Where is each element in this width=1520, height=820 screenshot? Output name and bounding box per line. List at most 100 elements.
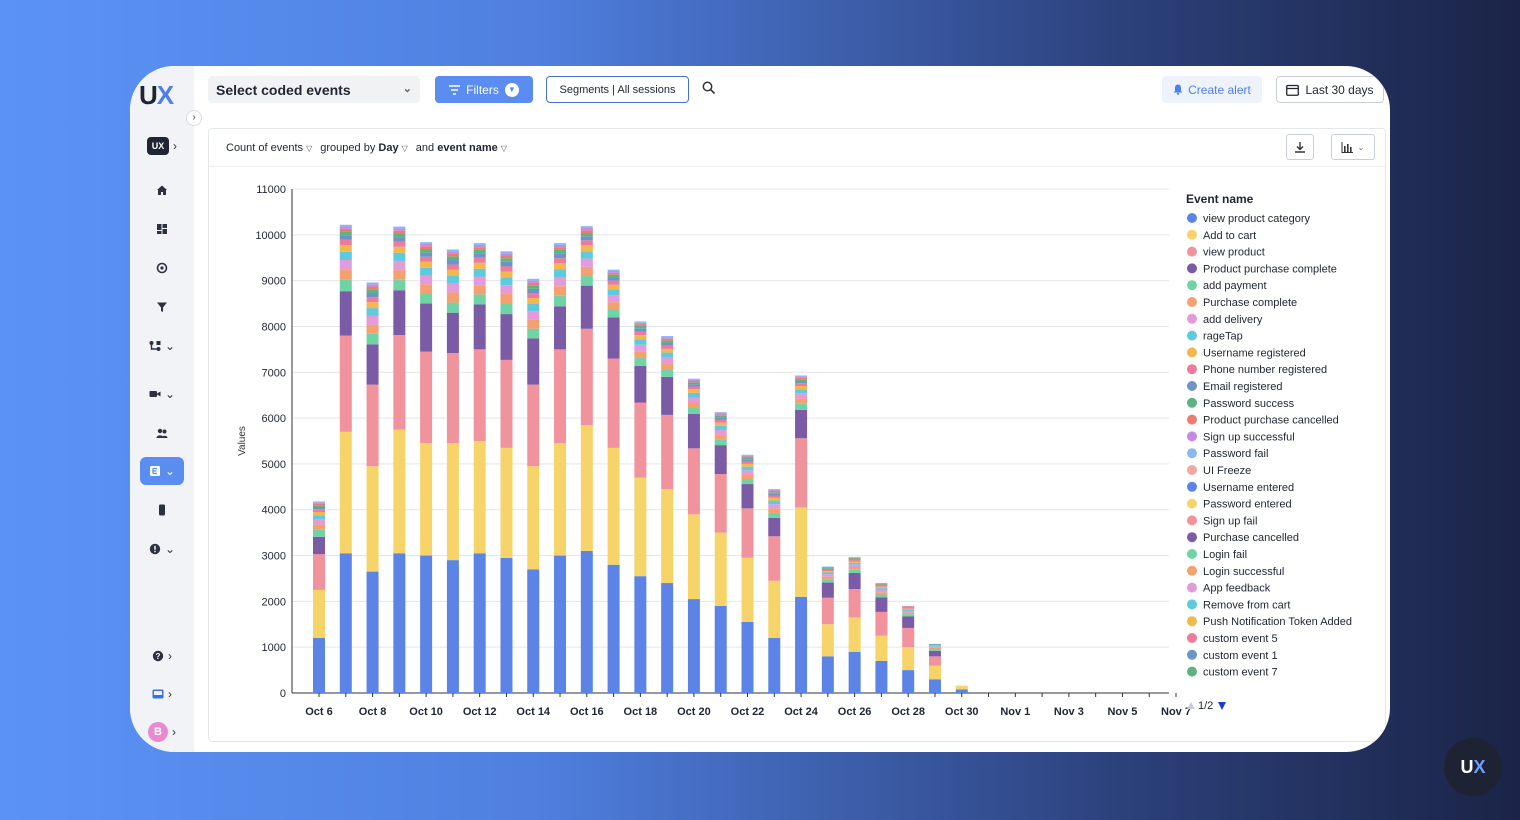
bar-segment[interactable] — [446, 560, 459, 693]
bar-segment[interactable] — [473, 249, 486, 254]
bar-segment[interactable] — [366, 297, 379, 303]
sidebar-item-flows[interactable]: ⌄ — [140, 332, 184, 360]
bar-segment[interactable] — [661, 583, 674, 693]
bar-segment[interactable] — [554, 243, 567, 245]
bar-segment[interactable] — [554, 253, 567, 259]
bar-segment[interactable] — [661, 357, 674, 364]
bar-segment[interactable] — [473, 285, 486, 295]
bar-segment[interactable] — [795, 375, 808, 377]
bar-segment[interactable] — [687, 397, 700, 403]
bar-segment[interactable] — [473, 441, 486, 554]
bar-segment[interactable] — [848, 569, 861, 573]
bar-segment[interactable] — [795, 596, 808, 693]
bar-segment[interactable] — [687, 413, 700, 449]
bar-segment[interactable] — [634, 365, 647, 403]
bar-segment[interactable] — [821, 567, 834, 569]
sidebar-item-help[interactable]: ? › — [140, 642, 184, 670]
bar-segment[interactable] — [580, 227, 593, 231]
bar-segment[interactable] — [661, 352, 674, 358]
bar-segment[interactable] — [339, 231, 352, 236]
bar-segment[interactable] — [875, 592, 888, 595]
bar-segment[interactable] — [795, 383, 808, 387]
bar-segment[interactable] — [313, 503, 325, 506]
bar-segment[interactable] — [741, 455, 754, 457]
bar-segment[interactable] — [821, 571, 834, 573]
bar-segment[interactable] — [928, 645, 941, 647]
bar-segment[interactable] — [473, 253, 486, 258]
bar-segment[interactable] — [741, 454, 754, 456]
legend-item[interactable]: add delivery — [1203, 314, 1263, 326]
bar-segment[interactable] — [527, 338, 540, 385]
bar-segment[interactable] — [795, 438, 808, 508]
legend-item[interactable]: Add to cart — [1203, 230, 1256, 242]
bar-segment[interactable] — [446, 264, 459, 270]
bar-segment[interactable] — [313, 524, 325, 530]
bar-segment[interactable] — [527, 282, 540, 286]
bar-segment[interactable] — [500, 253, 513, 256]
create-alert-button[interactable]: Create alert — [1162, 76, 1262, 103]
bar-segment[interactable] — [795, 376, 808, 378]
bar-segment[interactable] — [393, 237, 406, 242]
sidebar-item-issues[interactable]: ⌄ — [140, 535, 184, 563]
group-by-select[interactable]: grouped by Day ▽ — [320, 142, 408, 154]
bar-segment[interactable] — [339, 228, 352, 232]
bar-segment[interactable] — [527, 293, 540, 299]
bar-segment[interactable] — [875, 594, 888, 598]
bar-segment[interactable] — [687, 402, 700, 409]
bar-segment[interactable] — [768, 508, 781, 513]
bar-segment[interactable] — [928, 644, 941, 645]
bar-segment[interactable] — [420, 555, 433, 693]
bar-segment[interactable] — [366, 286, 379, 290]
bar-segment[interactable] — [634, 321, 647, 323]
bar-segment[interactable] — [714, 425, 727, 431]
bar-segment[interactable] — [554, 286, 567, 296]
bar-segment[interactable] — [580, 240, 593, 246]
bar-segment[interactable] — [848, 560, 861, 562]
bar-segment[interactable] — [687, 380, 700, 383]
bar-segment[interactable] — [446, 249, 459, 252]
legend-item[interactable]: custom event 1 — [1203, 650, 1278, 662]
bar-segment[interactable] — [420, 246, 433, 250]
legend-item[interactable]: Username registered — [1203, 347, 1306, 359]
date-range-button[interactable]: Last 30 days — [1276, 76, 1384, 103]
bar-segment[interactable] — [527, 298, 540, 305]
bar-segment[interactable] — [500, 359, 513, 448]
bar-segment[interactable] — [527, 288, 540, 294]
legend-item[interactable]: view product category — [1203, 213, 1310, 225]
bar-segment[interactable] — [446, 353, 459, 444]
bar-segment[interactable] — [366, 333, 379, 345]
bar-segment[interactable] — [634, 322, 647, 325]
bar-segment[interactable] — [875, 586, 888, 589]
bar-segment[interactable] — [420, 303, 433, 352]
bar-segment[interactable] — [607, 289, 620, 296]
bar-segment[interactable] — [634, 576, 647, 693]
bar-segment[interactable] — [554, 295, 567, 307]
bar-segment[interactable] — [339, 553, 352, 693]
bar-segment[interactable] — [339, 245, 352, 252]
bar-segment[interactable] — [741, 463, 754, 467]
metric-select[interactable]: Count of events ▽ — [226, 142, 312, 154]
bar-segment[interactable] — [741, 461, 754, 464]
bar-segment[interactable] — [661, 340, 674, 343]
bar-segment[interactable] — [580, 266, 593, 277]
bar-segment[interactable] — [500, 251, 513, 254]
bar-segment[interactable] — [714, 605, 727, 693]
bar-segment[interactable] — [473, 304, 486, 350]
bar-segment[interactable] — [313, 512, 325, 516]
bar-segment[interactable] — [313, 515, 325, 520]
legend-item[interactable]: Phone number registered — [1203, 364, 1327, 376]
bar-segment[interactable] — [795, 380, 808, 384]
bar-segment[interactable] — [848, 562, 861, 565]
bar-segment[interactable] — [313, 505, 325, 507]
bar-segment[interactable] — [928, 646, 941, 648]
bar-segment[interactable] — [607, 280, 620, 285]
legend-item[interactable]: Login successful — [1203, 566, 1284, 578]
bar-segment[interactable] — [661, 338, 674, 341]
bar-segment[interactable] — [393, 335, 406, 430]
bar-segment[interactable] — [554, 244, 567, 248]
bar-segment[interactable] — [768, 580, 781, 639]
bar-segment[interactable] — [313, 502, 325, 504]
bar-segment[interactable] — [313, 501, 325, 503]
bar-segment[interactable] — [366, 324, 379, 334]
bar-segment[interactable] — [446, 251, 459, 254]
